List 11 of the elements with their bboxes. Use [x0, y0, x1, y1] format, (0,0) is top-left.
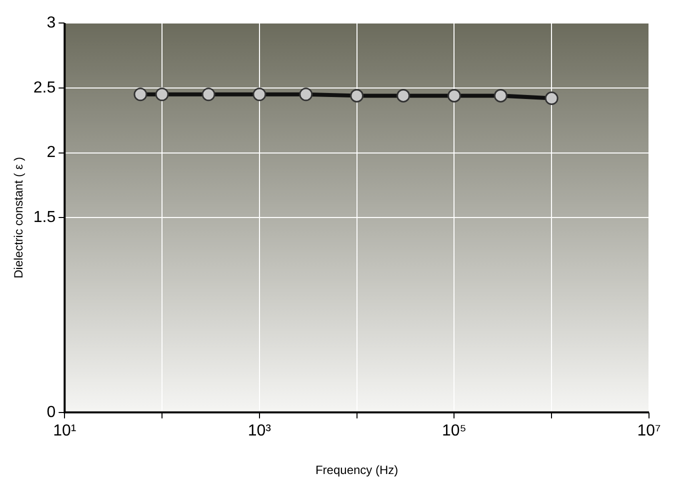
y-tick-label: 2.5 — [33, 79, 56, 96]
y-tick-label: 1.5 — [33, 209, 56, 226]
x-axis-title: Frequency (Hz) — [315, 463, 398, 478]
y-tick-label: 3 — [46, 14, 56, 32]
x-tick-label: 10¹ — [53, 422, 76, 440]
x-tick-label: 10⁷ — [637, 422, 661, 440]
y-tick-label: 2 — [46, 144, 56, 162]
y-tick-label: 0 — [46, 404, 56, 421]
x-tick-label: 10³ — [248, 422, 272, 440]
x-tick-label: 10⁵ — [442, 422, 466, 440]
y-axis-title: Dielectric constant ( ε ) — [12, 157, 26, 278]
